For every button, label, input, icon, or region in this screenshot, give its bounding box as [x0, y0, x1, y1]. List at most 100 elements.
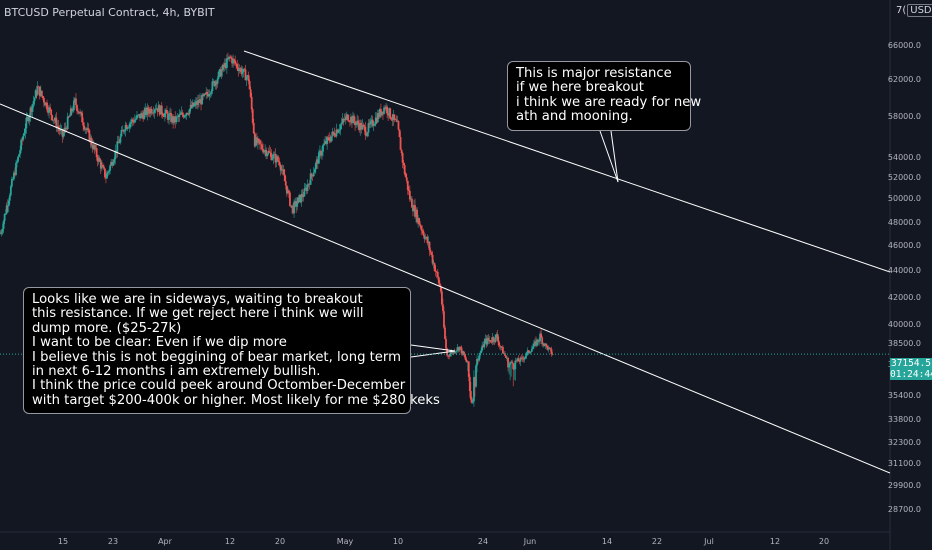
candle-body	[130, 119, 133, 123]
currency-badge[interactable]: USD	[907, 4, 932, 17]
candle-body	[415, 209, 417, 217]
candle-body	[363, 125, 366, 127]
note-sideways[interactable]: Looks like we are in sideways, waiting t…	[23, 287, 440, 414]
candle-body	[171, 116, 173, 122]
time-tick-label: 12	[225, 537, 235, 546]
candle-body	[93, 144, 96, 150]
candle-body	[497, 340, 500, 346]
candle-body	[495, 334, 498, 336]
symbol-title[interactable]: BTCUSD Perpetual Contract, 4h, BYBIT	[4, 6, 215, 19]
candle-body	[180, 112, 183, 115]
candle-body	[285, 185, 288, 194]
candle-body	[167, 113, 169, 120]
candle-body	[48, 107, 50, 113]
candle-body	[64, 127, 67, 129]
candle-body	[234, 60, 237, 64]
price-axis[interactable]: 66000.0 62000.0 58000.0 54000.0 52000.0 50000…	[888, 41, 921, 514]
candle-body	[227, 58, 229, 60]
price-tick-label: 42000.0	[888, 293, 921, 302]
candle-body	[373, 124, 376, 126]
candle-body	[469, 391, 472, 400]
candle-body	[372, 125, 375, 127]
candle-body	[146, 107, 149, 115]
candle-body	[411, 198, 413, 208]
candle-body	[174, 116, 177, 123]
candle-body	[366, 132, 369, 136]
candle-body	[149, 108, 152, 114]
candle-body	[480, 350, 483, 353]
candle-body	[445, 338, 447, 349]
candle-body	[308, 183, 311, 185]
candle-body	[437, 277, 440, 284]
candle-body	[152, 112, 155, 114]
candle-body	[364, 126, 367, 136]
candle-body	[271, 158, 274, 160]
candle-body	[521, 357, 524, 359]
candle-body	[250, 96, 253, 110]
candle-body	[420, 226, 423, 230]
candle-body	[166, 109, 168, 114]
candle-body	[7, 200, 10, 207]
candle-body	[172, 116, 175, 123]
time-axis[interactable]: 15 23 Apr 12 20 May 10 24 Jun 14 22 Jul 12 20	[58, 537, 829, 546]
candle-body	[96, 157, 99, 162]
price-tick-label: 50000.0	[888, 194, 921, 203]
candle-body	[163, 113, 166, 117]
candle-body	[483, 341, 486, 348]
candle-body	[440, 291, 443, 305]
candle-body	[279, 165, 282, 171]
candle-body	[62, 132, 65, 137]
candle-body	[365, 135, 368, 137]
candle-body	[129, 122, 132, 124]
candle-body	[356, 120, 359, 123]
candle-body	[545, 343, 548, 346]
candle-body	[439, 286, 442, 292]
price-tick-label: 35400.0	[888, 391, 921, 400]
candle-body	[324, 141, 326, 144]
scale-mode-label[interactable]: 7(USD	[896, 4, 932, 17]
candle-body	[224, 63, 227, 69]
last-price-badge: 37154.5 01:24:44	[890, 358, 932, 380]
candle-body	[199, 99, 201, 103]
time-tick-label: 20	[819, 537, 829, 546]
candle-body	[216, 78, 219, 84]
candle-body	[63, 127, 66, 133]
candle-body	[79, 111, 81, 114]
time-tick-label: 15	[58, 537, 68, 546]
candle-body	[139, 114, 141, 119]
candle-body	[290, 205, 292, 207]
candle-body	[350, 116, 352, 122]
candle-body	[296, 203, 299, 207]
candle-body	[418, 218, 421, 225]
note-resistance[interactable]: This is major resistance if we here brea…	[507, 61, 701, 131]
candle-body	[112, 162, 115, 166]
candle-body	[431, 254, 434, 264]
candle-body	[528, 352, 531, 354]
time-tick-label: 24	[478, 537, 488, 546]
candle-body	[335, 129, 338, 137]
candle-body	[71, 110, 74, 112]
candle-body	[399, 137, 402, 150]
candle-body	[219, 69, 222, 77]
candle-body	[37, 86, 40, 88]
candle-body	[531, 346, 534, 349]
candle-body	[111, 161, 114, 166]
candle-body	[488, 340, 491, 341]
scale-mode-prefix: 7(	[896, 5, 907, 16]
candle-body	[68, 115, 71, 117]
candle-body	[443, 311, 445, 328]
candle-body	[206, 92, 209, 95]
candle-body	[330, 136, 333, 142]
candle-body	[465, 360, 468, 363]
candle-body	[45, 102, 47, 106]
candle-body	[230, 56, 232, 59]
candle-body	[543, 343, 546, 346]
candle-body	[430, 252, 433, 255]
candle-body	[77, 110, 79, 112]
price-tick-label: 66000.0	[888, 41, 921, 50]
trendlines-layer[interactable]	[0, 50, 891, 474]
candle-body	[97, 158, 100, 162]
candle-body	[116, 141, 119, 153]
candle-body	[493, 341, 496, 343]
